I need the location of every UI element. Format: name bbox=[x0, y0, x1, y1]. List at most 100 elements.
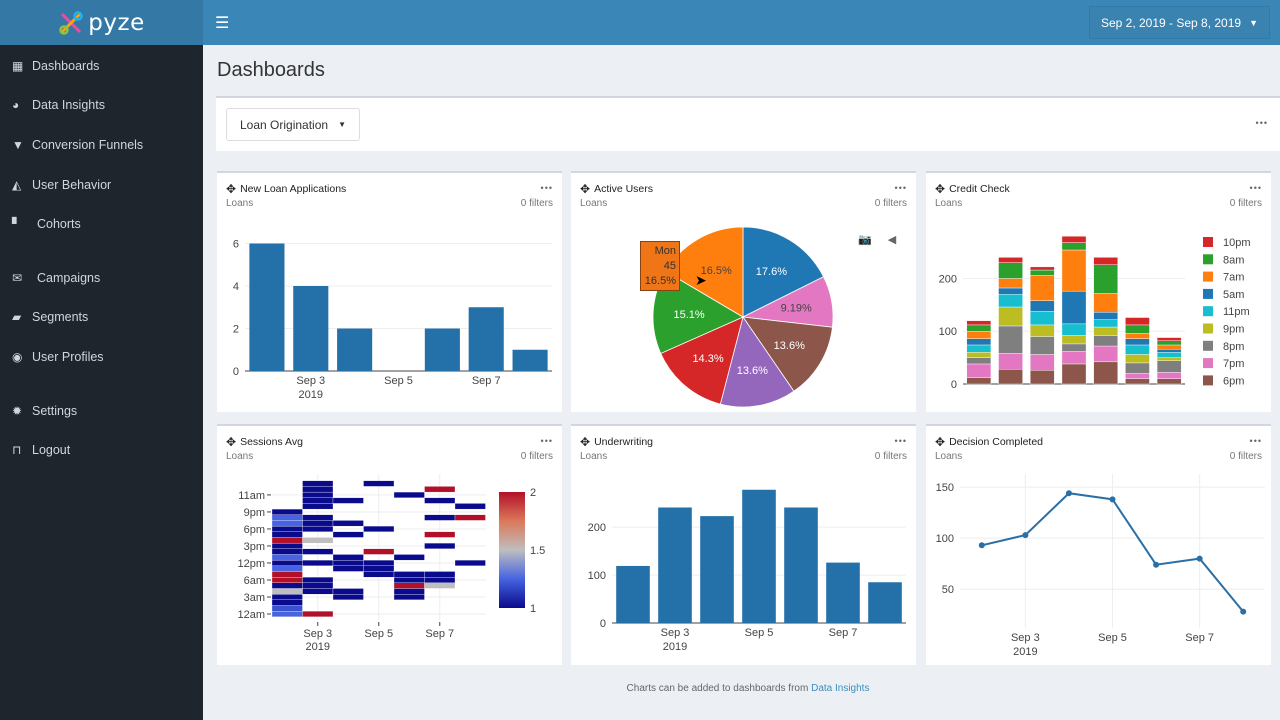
chart-card-decision-completed: ✥ Decision Completed Loans 0 filters ••• … bbox=[926, 424, 1271, 665]
heatmap-cell bbox=[271, 582, 303, 589]
y-tick-label: 12am bbox=[237, 609, 265, 621]
bar-segment-8am bbox=[1125, 324, 1150, 334]
sidebar-item-data-insights[interactable]: ◕ Data Insights bbox=[0, 86, 203, 126]
heatmap-cell bbox=[363, 565, 395, 572]
move-handle-icon[interactable]: ✥ bbox=[580, 182, 591, 196]
legend-swatch bbox=[1203, 358, 1213, 369]
heatmap-cell bbox=[271, 565, 303, 572]
card-title: Decision Completed bbox=[949, 436, 1044, 448]
sidebar-item-cohorts[interactable]: ▘ Cohorts bbox=[0, 204, 203, 244]
bar bbox=[742, 489, 776, 623]
bar-segment-8pm bbox=[1093, 335, 1118, 347]
bar-segment-6pm bbox=[1125, 378, 1150, 385]
sidebar-item-label: User Behavior bbox=[32, 177, 112, 192]
envelope-icon: ✉ bbox=[12, 270, 23, 285]
more-options-icon[interactable]: ••• bbox=[1255, 118, 1268, 128]
card-menu-icon[interactable]: ••• bbox=[894, 183, 907, 193]
move-handle-icon[interactable]: ✥ bbox=[935, 182, 946, 196]
legend-label: 6pm bbox=[1223, 375, 1244, 387]
bar-segment-11pm bbox=[1093, 319, 1118, 328]
card-menu-icon[interactable]: ••• bbox=[540, 436, 553, 446]
card-subtitle: Loans bbox=[226, 198, 254, 209]
x-tick-sublabel: 2019 bbox=[663, 641, 687, 653]
bar bbox=[826, 562, 860, 623]
chart-svg: 50 100 150 Sep 3 2019 Sep 5 Sep 7 bbox=[936, 474, 1265, 658]
sidebar-item-logout[interactable]: ⊓ Logout bbox=[0, 430, 203, 470]
camera-icon[interactable]: 📷 bbox=[858, 234, 872, 246]
y-tick-label: 11am bbox=[238, 490, 265, 502]
bar-segment-7pm bbox=[1125, 373, 1150, 379]
data-point bbox=[1196, 555, 1203, 562]
cohort-icon: ▘ bbox=[12, 217, 22, 232]
heatmap-cell bbox=[302, 588, 334, 595]
sidebar-item-user-profiles[interactable]: ◉ User Profiles bbox=[0, 337, 203, 377]
pie-slice-label: 16.5% bbox=[701, 265, 732, 277]
bar-segment-9pm bbox=[1125, 354, 1150, 364]
date-range-label: Sep 2, 2019 - Sep 8, 2019 bbox=[1100, 15, 1242, 30]
card-filters[interactable]: 0 filters bbox=[1229, 451, 1262, 462]
card-menu-icon[interactable]: ••• bbox=[894, 436, 907, 446]
bar-segment-8pm bbox=[1156, 360, 1182, 373]
dashboard-select[interactable]: Loan Origination ▼ bbox=[226, 108, 360, 141]
top-header: ☰ Sep 2, 2019 - Sep 8, 2019 ▼ bbox=[203, 0, 1280, 45]
move-handle-icon[interactable]: ✥ bbox=[935, 435, 946, 449]
y-tick-label: 200 bbox=[939, 273, 957, 285]
legend-label: 11pm bbox=[1223, 306, 1250, 318]
card-filters[interactable]: 0 filters bbox=[1229, 198, 1262, 209]
move-handle-icon[interactable]: ✥ bbox=[226, 435, 237, 449]
card-filters[interactable]: 0 filters bbox=[520, 451, 553, 462]
heatmap-cell bbox=[363, 559, 395, 566]
sidebar-item-dashboards[interactable]: ▦ Dashboards bbox=[0, 46, 203, 86]
bar bbox=[512, 349, 548, 371]
heatmap-cell bbox=[271, 508, 303, 515]
y-tick-label: 2 bbox=[233, 324, 239, 336]
area-chart-icon: ◭ bbox=[12, 177, 22, 192]
data-point bbox=[1065, 490, 1072, 497]
card-subtitle: Loans bbox=[935, 451, 963, 462]
x-tick-label: Sep 7 bbox=[425, 628, 454, 640]
sidebar-item-user-behavior[interactable]: ◭ User Behavior bbox=[0, 165, 203, 205]
tag-icon[interactable]: ◀ bbox=[887, 234, 897, 246]
bar bbox=[784, 507, 818, 623]
card-filters[interactable]: 0 filters bbox=[520, 198, 553, 209]
legend-swatch bbox=[1203, 340, 1213, 351]
caret-down-icon: ▼ bbox=[338, 120, 346, 129]
bar bbox=[424, 328, 460, 371]
sidebar-item-campaigns[interactable]: ✉ Campaigns bbox=[0, 258, 203, 298]
heatmap-cell bbox=[271, 605, 303, 612]
heatmap-cell bbox=[302, 520, 334, 527]
data-insights-link[interactable]: Data Insights bbox=[811, 683, 870, 694]
move-handle-icon[interactable]: ✥ bbox=[226, 182, 237, 196]
card-subtitle: Loans bbox=[580, 451, 608, 462]
card-filters[interactable]: 0 filters bbox=[874, 198, 907, 209]
bar bbox=[468, 307, 504, 371]
heatmap-cell bbox=[271, 520, 303, 527]
date-range-picker[interactable]: Sep 2, 2019 - Sep 8, 2019 ▼ bbox=[1088, 6, 1270, 39]
footer-note: Charts can be added to dashboards from D… bbox=[216, 683, 1280, 694]
sidebar-item-label: Dashboards bbox=[32, 58, 100, 73]
card-menu-icon[interactable]: ••• bbox=[1249, 183, 1262, 193]
logo[interactable]: pyze bbox=[0, 0, 203, 45]
bar-segment-10pm bbox=[1156, 337, 1182, 341]
card-menu-icon[interactable]: ••• bbox=[540, 183, 553, 193]
x-tick-label: Sep 5 bbox=[384, 375, 413, 387]
card-menu-icon[interactable]: ••• bbox=[1249, 436, 1262, 446]
x-tick-label: Sep 7 bbox=[829, 627, 858, 639]
heatmap-cell bbox=[271, 531, 303, 538]
card-filters[interactable]: 0 filters bbox=[874, 451, 907, 462]
move-handle-icon[interactable]: ✥ bbox=[580, 435, 591, 449]
bar-segment-9pm bbox=[998, 306, 1023, 327]
y-tick-label: 3pm bbox=[244, 541, 265, 553]
sidebar-item-segments[interactable]: ▰ Segments bbox=[0, 298, 203, 338]
y-tick-label: 100 bbox=[936, 533, 954, 545]
chart-card-active-users: ✥ Active Users Loans 0 filters ••• 17.6% 9… bbox=[571, 171, 916, 412]
bar-segment-6pm bbox=[1093, 361, 1118, 385]
card-title: Credit Check bbox=[949, 183, 1010, 195]
heatmap-cell bbox=[424, 576, 456, 583]
sidebar-item-label: Cohorts bbox=[37, 217, 81, 232]
sidebar-item-label: Settings bbox=[32, 403, 78, 418]
sidebar-item-conversion-funnels[interactable]: ▼ Conversion Funnels bbox=[0, 125, 203, 165]
sidebar-item-settings[interactable]: ✹ Settings bbox=[0, 391, 203, 431]
heatmap-cell bbox=[332, 565, 364, 572]
hamburger-icon[interactable]: ☰ bbox=[215, 15, 230, 32]
